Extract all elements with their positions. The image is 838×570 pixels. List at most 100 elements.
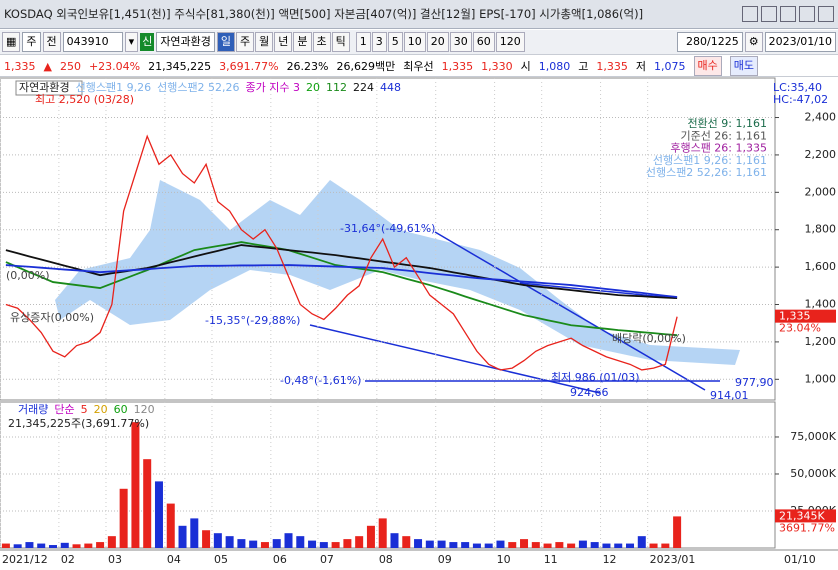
y-tick-label: 2,200: [805, 148, 837, 161]
annotation: 최저 986 (01/03): [551, 371, 640, 384]
legend-entry: 20: [306, 81, 320, 94]
sell-button[interactable]: 매도: [729, 56, 758, 76]
icon[interactable]: [780, 6, 796, 22]
annotation: 924,66: [570, 386, 609, 399]
period-button[interactable]: 틱: [331, 32, 350, 52]
annotation: 977,90: [735, 376, 774, 389]
annotation: 배당락(0,00%): [612, 332, 686, 345]
legend-entry: 20: [94, 403, 108, 416]
period-button[interactable]: 월: [255, 32, 274, 52]
y-tick-label: 75,000K: [790, 430, 836, 443]
legend-entry: 112: [326, 81, 347, 94]
y-tick-label: 1,600: [805, 260, 837, 273]
annotation: 유상증자(0,00%): [10, 311, 94, 324]
last-price-box: [775, 309, 836, 323]
number-button[interactable]: 60: [472, 32, 495, 52]
volume-bar: [84, 543, 93, 548]
trend-lines: [309, 231, 720, 394]
series-line: [5, 264, 678, 298]
legend-entry: 단순: [54, 403, 74, 416]
arrow: ▲: [43, 59, 52, 73]
code-input[interactable]: 043910: [62, 32, 123, 52]
volume-bar: [673, 516, 682, 548]
volume-bar: [578, 540, 587, 548]
date-box[interactable]: 2023/01/10: [764, 32, 836, 52]
period-button[interactable]: 초: [312, 32, 331, 52]
annotation: -15,35°(-29,88%): [205, 314, 300, 327]
number-button[interactable]: 120: [495, 32, 525, 52]
type-select[interactable]: 주: [22, 32, 41, 52]
period-button[interactable]: 주: [236, 32, 255, 52]
period-button[interactable]: 분: [293, 32, 312, 52]
volume: 21,345,225: [148, 59, 212, 73]
y-tick-label: 1,000: [805, 372, 837, 385]
number-button[interactable]: 10: [403, 32, 426, 52]
series-line: [5, 134, 678, 371]
menu-button[interactable]: ▦: [2, 32, 21, 52]
legend-entry: 120: [134, 403, 155, 416]
annotation: (0,00%): [6, 269, 50, 282]
search-button[interactable]: ▾: [124, 32, 139, 52]
volume-bar: [237, 539, 246, 548]
rate: +23.04%: [88, 59, 141, 73]
last-rate-label: 23.04%: [779, 322, 821, 335]
volume-bar: [119, 488, 128, 548]
buy-button[interactable]: 매수: [693, 56, 722, 76]
annotation: 914,01: [710, 389, 749, 402]
volume-bar: [25, 542, 34, 548]
icon[interactable]: [761, 6, 777, 22]
title-text: KOSDAQ 외국인보유[1,451(천)] 주식수[81,380(천)] 액면…: [4, 7, 644, 21]
number-button[interactable]: 30: [449, 32, 472, 52]
volume-bar: [355, 536, 364, 548]
volume-bar: [661, 543, 670, 548]
trend-line: [519, 282, 676, 299]
legend-entry: 선행스팬1 9,26: [76, 81, 151, 94]
volume-bar: [543, 543, 552, 548]
volume-bar: [637, 536, 646, 548]
info-line: 전환선 9: 1,161: [687, 117, 767, 130]
volume-bar: [520, 539, 529, 548]
tool-button[interactable]: ⚙: [744, 32, 763, 52]
volume-bar: [649, 543, 658, 548]
icon[interactable]: [799, 6, 815, 22]
open: 1,080: [538, 59, 571, 73]
number-button[interactable]: 3: [371, 32, 387, 52]
legend-entry: 선행스팬2 52,26: [157, 81, 239, 94]
x-tick-label: 2023/01: [650, 553, 696, 566]
period-button[interactable]: 일: [216, 32, 236, 52]
legend-entry: 종가 지수 3: [246, 81, 300, 94]
volume-bar: [390, 533, 399, 548]
legend-entry: 60: [114, 403, 128, 416]
prefix-button[interactable]: 전: [42, 32, 61, 52]
number-button[interactable]: 5: [387, 32, 403, 52]
count-box: 280/1225: [676, 32, 743, 52]
number-button[interactable]: 20: [426, 32, 449, 52]
best-label: 최우선: [403, 60, 434, 73]
change: 250: [59, 59, 81, 73]
y-tick-label: 1,800: [805, 223, 837, 236]
period-button[interactable]: 년: [274, 32, 293, 52]
corner-label: LC:35,40: [773, 81, 822, 94]
x-tick-label: 09: [438, 553, 452, 566]
icon[interactable]: [742, 6, 758, 22]
x-tick-label: 11: [544, 553, 558, 566]
volume-bar: [284, 533, 293, 548]
volume-bar: [296, 536, 305, 548]
volume-bar: [13, 544, 22, 548]
volume-pane: [0, 401, 776, 549]
icon[interactable]: [818, 6, 834, 22]
volume-bar: [437, 540, 446, 548]
series-line: [5, 244, 678, 300]
volume-bar: [249, 540, 258, 548]
volume-bar: [308, 540, 317, 548]
volume-bar: [508, 542, 517, 548]
number-button[interactable]: 1: [355, 32, 371, 52]
vol-ratio: 3,691.77%: [219, 59, 279, 73]
last-volume-box: [775, 509, 836, 523]
volume-bar: [626, 543, 635, 548]
volume-bar: [425, 540, 434, 548]
volume-bar: [414, 539, 423, 548]
volume-bar: [1, 543, 10, 548]
price: 1,335: [4, 59, 36, 73]
